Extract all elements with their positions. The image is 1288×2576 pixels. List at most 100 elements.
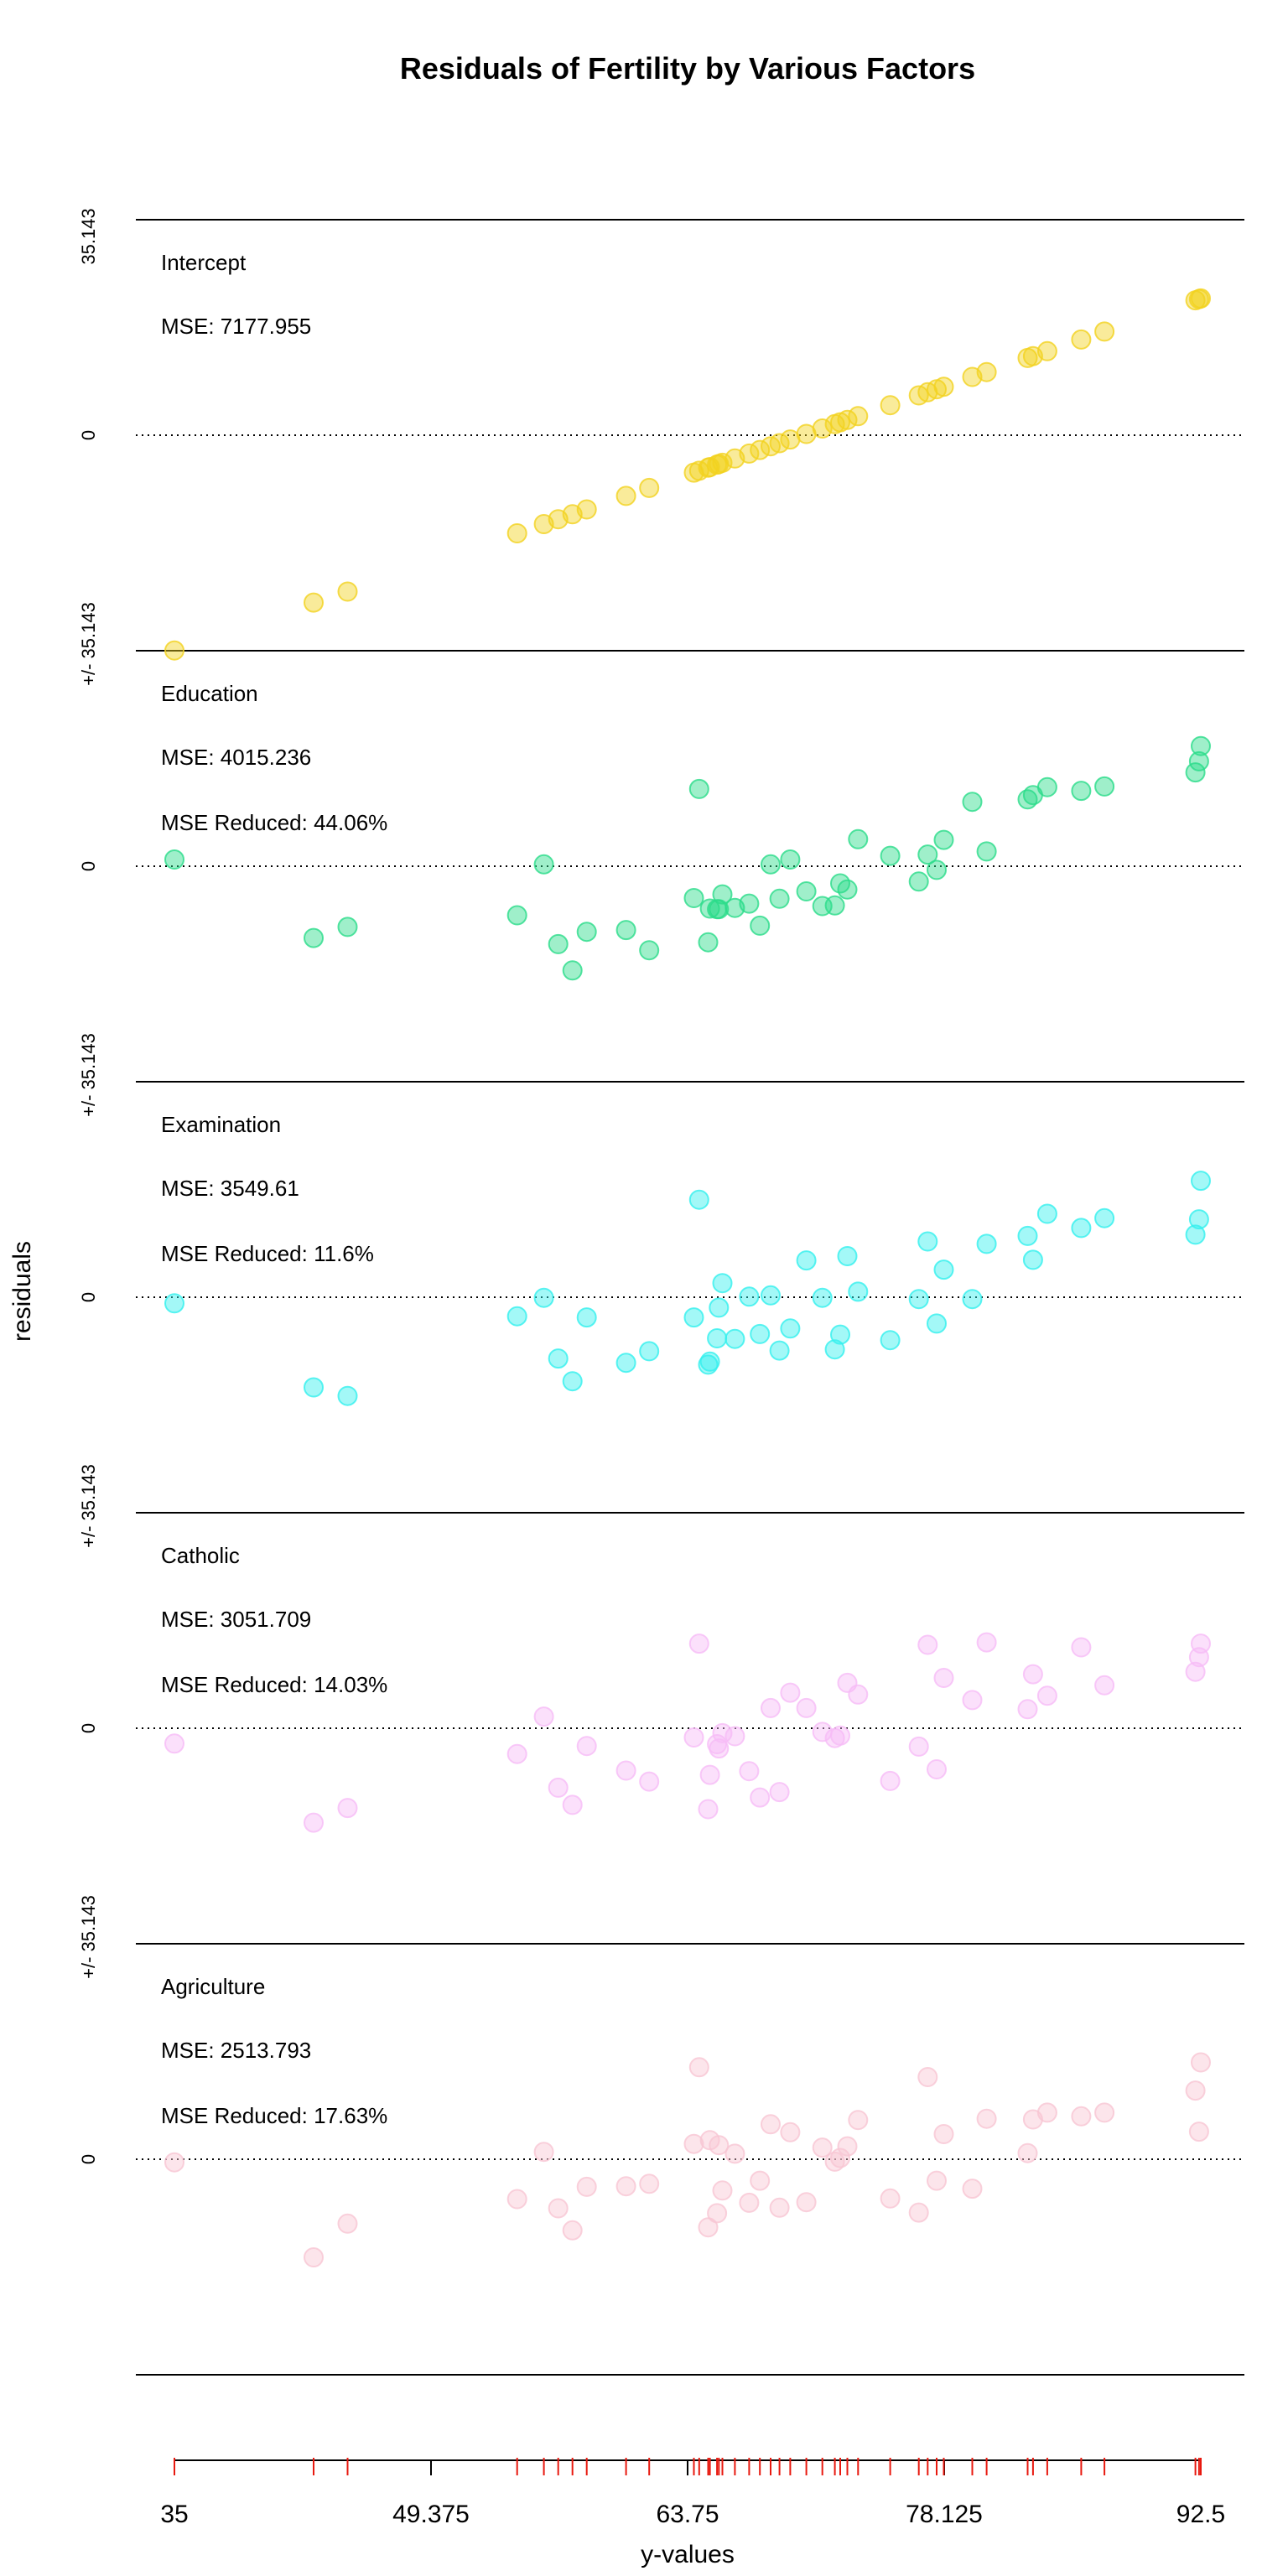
data-point <box>739 1761 760 1782</box>
data-point <box>780 1682 801 1703</box>
data-point <box>830 1725 850 1746</box>
data-point <box>639 940 660 961</box>
data-point <box>1022 1249 1043 1270</box>
data-point <box>304 1812 324 1833</box>
data-point <box>615 1353 636 1374</box>
data-point <box>562 960 583 981</box>
data-point <box>724 1328 745 1349</box>
data-point <box>739 2192 760 2213</box>
data-point <box>576 499 597 520</box>
data-point <box>761 854 781 875</box>
data-point <box>848 828 869 849</box>
data-point <box>739 1286 760 1307</box>
panel-mse-reduced-text: MSE Reduced: 44.06% <box>161 810 387 835</box>
data-point <box>688 2057 709 2078</box>
data-point <box>304 927 324 948</box>
data-point <box>533 1287 554 1308</box>
data-point <box>698 1799 719 1820</box>
data-point <box>848 1281 869 1302</box>
panel-scale-label: +/- 35.143 <box>78 1464 99 1548</box>
data-point <box>761 1285 781 1306</box>
data-point <box>848 1684 869 1705</box>
panel-mse-text: MSE: 3051.709 <box>161 1607 311 1632</box>
data-point <box>304 1377 324 1398</box>
data-point <box>880 1770 901 1791</box>
data-point <box>824 895 845 916</box>
data-point <box>780 2122 801 2142</box>
data-point <box>1017 1225 1038 1246</box>
data-point <box>615 1760 636 1781</box>
data-point <box>576 2176 597 2197</box>
panel-factor-name: Catholic <box>161 1543 240 1568</box>
x-tick-label: 92.5 <box>1176 2501 1225 2528</box>
data-point <box>164 1293 184 1314</box>
data-point <box>927 2170 947 2191</box>
data-point <box>712 1722 733 1743</box>
data-point <box>506 905 527 926</box>
data-point <box>812 1287 833 1308</box>
data-point <box>976 361 997 382</box>
data-point <box>927 1759 947 1779</box>
data-point <box>1036 1685 1057 1706</box>
data-point <box>548 2198 569 2219</box>
data-point <box>1036 2102 1057 2123</box>
panel-mse-text: MSE: 3549.61 <box>161 1176 299 1201</box>
data-point <box>337 1385 358 1406</box>
data-point <box>639 2174 660 2194</box>
x-tick-label: 49.375 <box>392 2501 470 2528</box>
data-point <box>848 406 869 427</box>
data-point <box>1071 329 1092 350</box>
panel-mse-reduced-text: MSE Reduced: 14.03% <box>161 1672 387 1697</box>
data-point <box>712 1273 733 1294</box>
data-point <box>927 1313 947 1334</box>
data-point <box>506 1306 527 1327</box>
data-point <box>761 1697 781 1718</box>
panel-zero-label: 0 <box>78 1723 99 1733</box>
data-point <box>962 1690 983 1711</box>
data-point <box>1191 1171 1211 1192</box>
data-point <box>796 2192 817 2213</box>
panel-mse-reduced-text: MSE Reduced: 11.6% <box>161 1241 374 1266</box>
data-point <box>576 1736 597 1757</box>
data-point <box>724 1726 745 1747</box>
data-point <box>1191 1633 1211 1654</box>
data-point <box>683 2133 704 2154</box>
data-point <box>917 1634 938 1655</box>
panel-mse-text: MSE: 4015.236 <box>161 745 311 770</box>
data-point <box>562 2220 583 2241</box>
data-point <box>976 1632 997 1653</box>
data-point <box>639 1771 660 1792</box>
data-point <box>1094 1208 1115 1228</box>
panel-factor-name: Agriculture <box>161 1974 265 1999</box>
data-point <box>962 2179 983 2199</box>
data-point <box>709 2135 730 2156</box>
y-axis-label: residuals <box>8 1241 36 1342</box>
data-point <box>1185 2080 1206 2101</box>
data-point <box>976 841 997 862</box>
data-point <box>750 2170 771 2191</box>
data-point <box>769 2197 790 2218</box>
panel-factor-name: Intercept <box>161 250 247 275</box>
data-point <box>1094 321 1115 342</box>
panel-intercept: 35.143 0 Intercept MSE: 7177.955 <box>78 208 1244 661</box>
data-point <box>548 1777 569 1798</box>
panel-examination: +/- 35.143 0 Examination MSE: 3549.61 MSE Re… <box>78 1033 1244 1406</box>
data-point <box>337 917 358 937</box>
data-point <box>506 523 527 543</box>
panel-scale-label: +/- 35.143 <box>78 1033 99 1117</box>
data-point <box>761 2114 781 2135</box>
data-point <box>506 2189 527 2210</box>
data-point <box>769 1340 790 1361</box>
data-point <box>933 1259 954 1280</box>
data-point <box>1094 2102 1115 2123</box>
data-point <box>750 439 771 460</box>
data-point <box>837 1246 858 1266</box>
data-point <box>908 1289 929 1310</box>
panel-scale-label: 35.143 <box>78 208 99 264</box>
data-point <box>908 1736 929 1757</box>
panel-agriculture: +/- 35.143 0 Agriculture MSE: 2513.793 MSE R… <box>78 1895 1244 2267</box>
data-point <box>769 888 790 909</box>
data-point <box>796 1697 817 1718</box>
data-point <box>1188 1209 1209 1230</box>
